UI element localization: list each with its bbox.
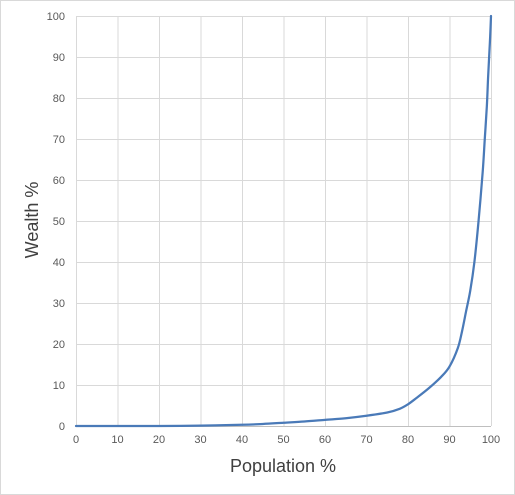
y-tick-label: 80	[53, 93, 65, 105]
x-tick-label: 10	[111, 434, 123, 446]
x-tick-label: 80	[402, 434, 414, 446]
x-tick-label: 20	[153, 434, 165, 446]
series-line	[74, 14, 493, 428]
y-tick-label: 90	[53, 52, 65, 64]
x-tick-label: 0	[73, 434, 79, 446]
series-layer	[74, 14, 493, 428]
x-axis-title: Population %	[230, 456, 336, 476]
y-tick-label: 60	[53, 175, 65, 187]
x-tick-labels: 0 10 20 30 40 50 60 70 80 90 100	[73, 434, 500, 446]
x-tick-label: 100	[482, 434, 500, 446]
y-tick-label: 30	[53, 298, 65, 310]
y-tick-label: 0	[59, 421, 65, 433]
y-tick-label: 10	[53, 380, 65, 392]
y-tick-label: 70	[53, 134, 65, 146]
y-tick-label: 20	[53, 339, 65, 351]
y-tick-labels: 0 10 20 30 40 50 60 70 80 90 100	[47, 11, 65, 433]
x-tick-label: 90	[443, 434, 455, 446]
grid-lines	[76, 16, 492, 427]
y-tick-label: 40	[53, 257, 65, 269]
y-axis-title: Wealth %	[22, 182, 42, 259]
x-tick-label: 70	[360, 434, 372, 446]
y-tick-label: 50	[53, 216, 65, 228]
y-tick-label: 100	[47, 11, 65, 23]
x-tick-label: 50	[277, 434, 289, 446]
x-tick-label: 60	[319, 434, 331, 446]
x-tick-label: 30	[194, 434, 206, 446]
x-tick-label: 40	[236, 434, 248, 446]
